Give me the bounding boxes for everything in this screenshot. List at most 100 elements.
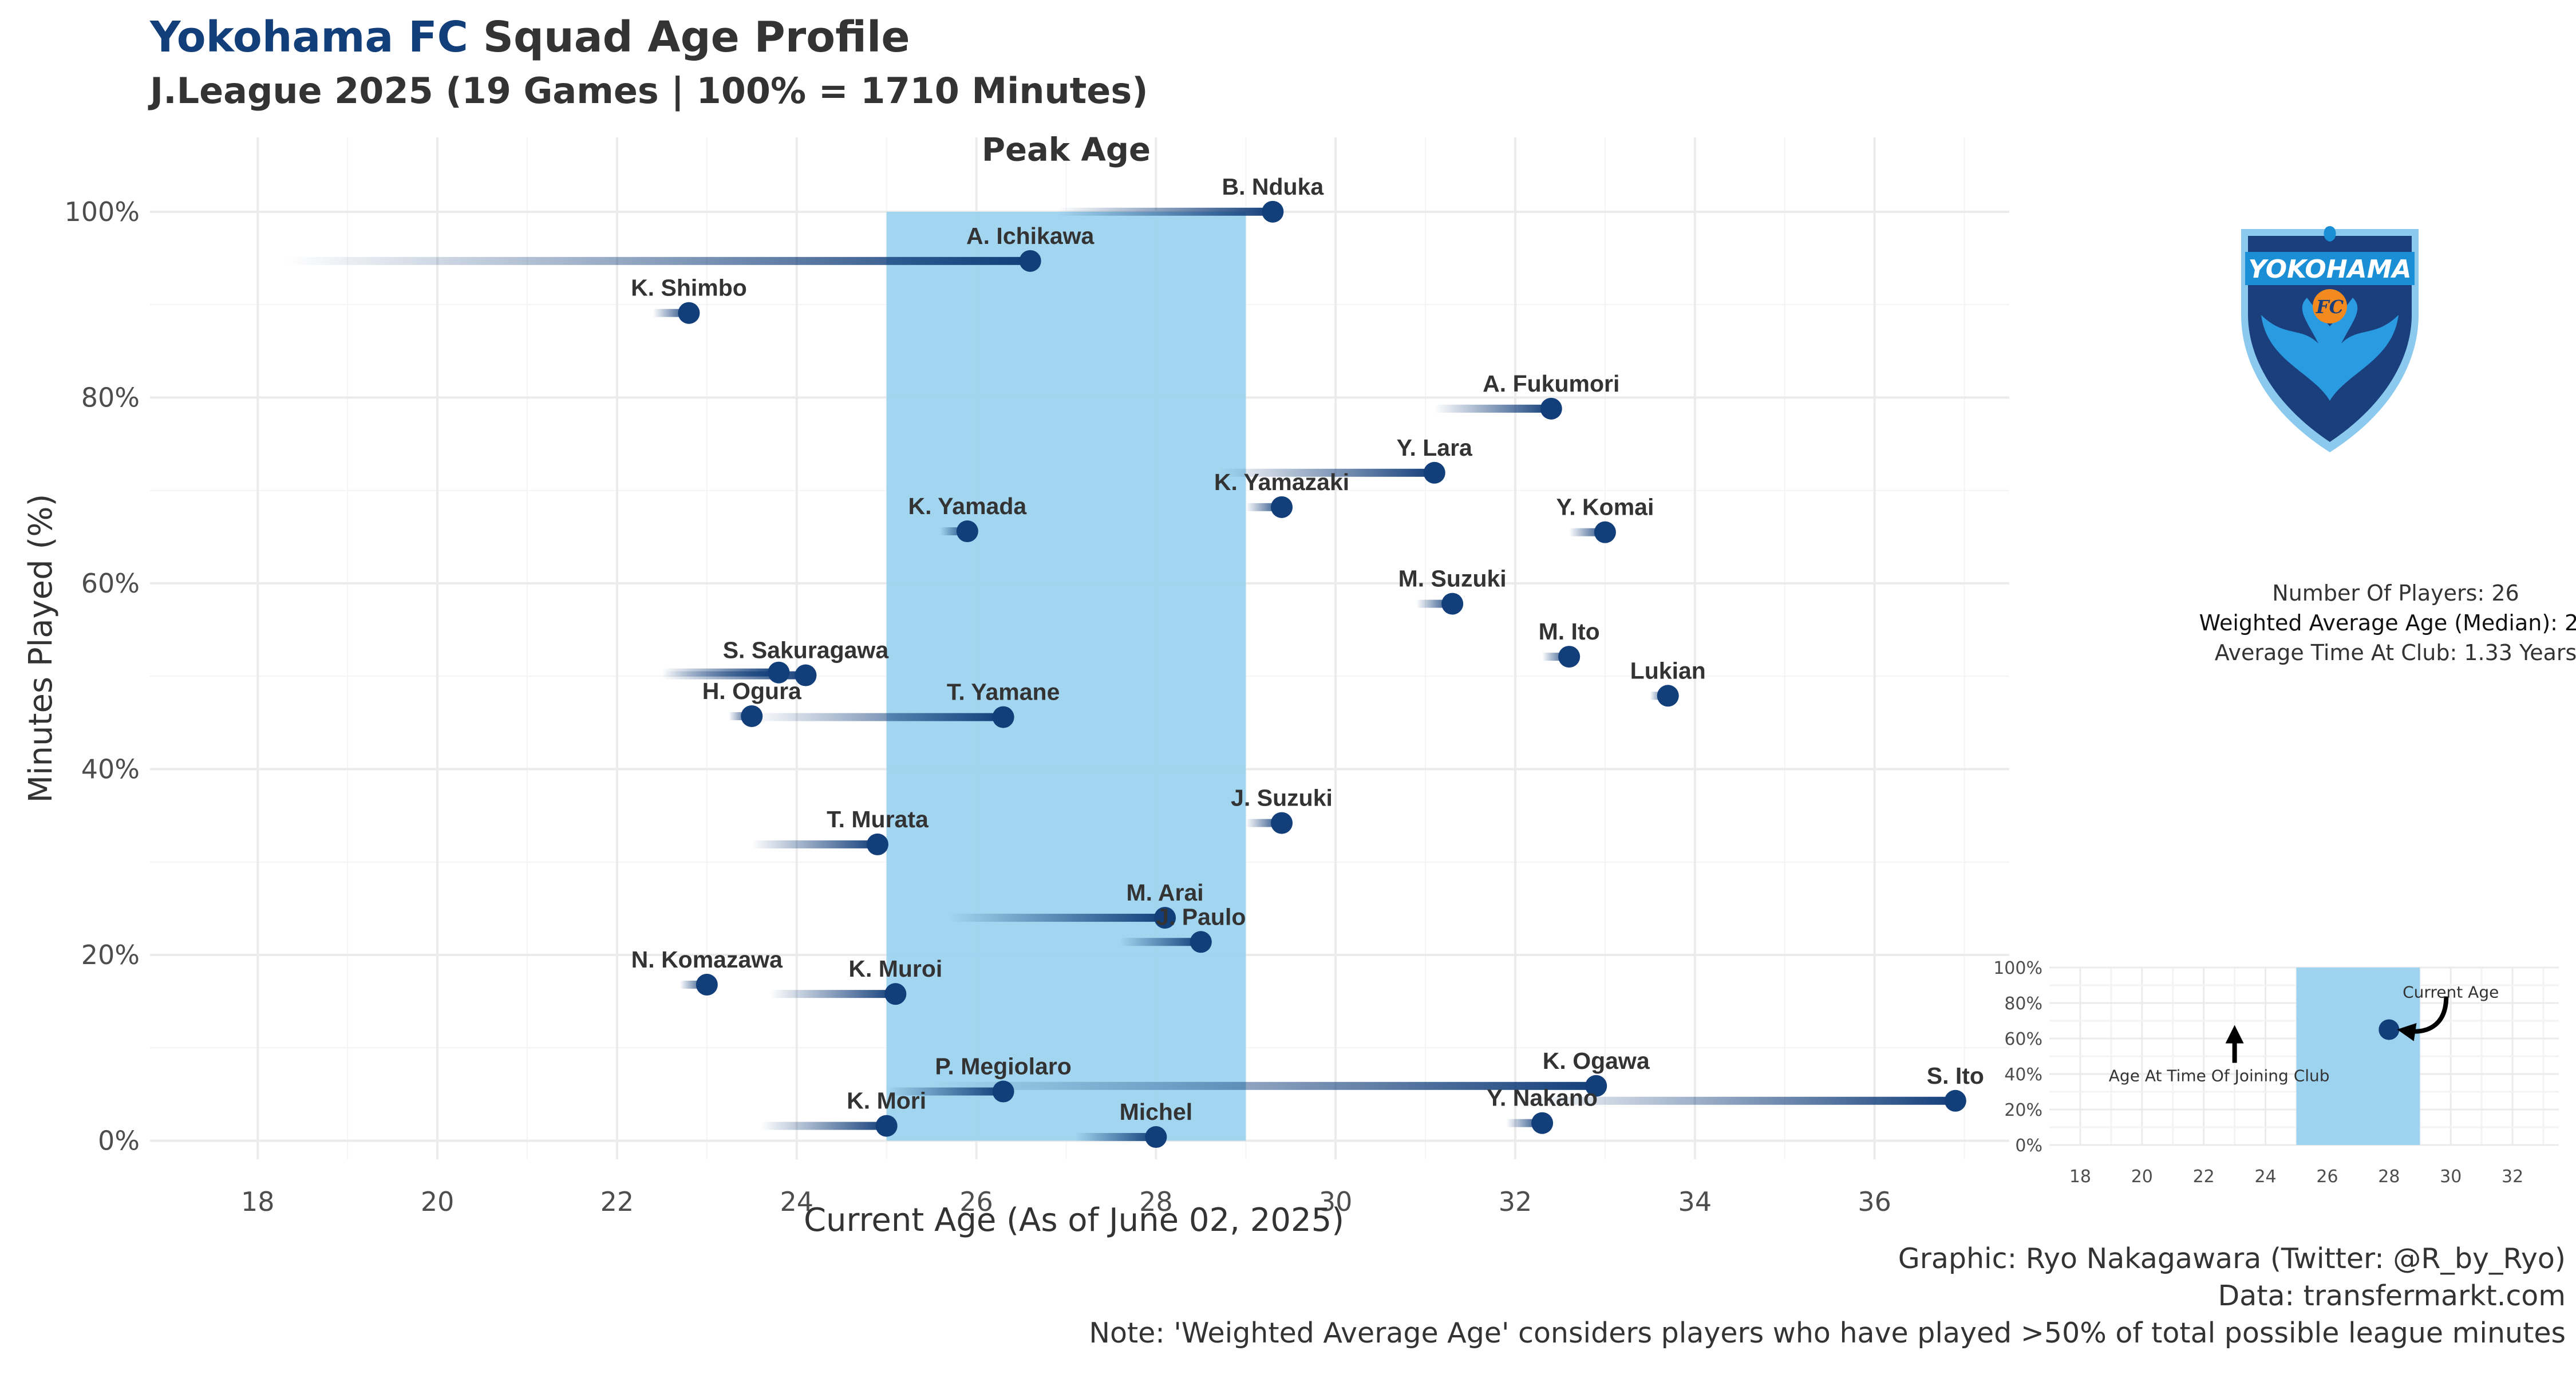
tenure-segment — [949, 914, 1165, 922]
squad-stats: Number Of Players: 26 Weighted Average A… — [2061, 578, 2576, 668]
inset-x-tick-label: 28 — [2378, 1167, 2400, 1187]
player-label: K. Yamazaki — [1214, 469, 1349, 495]
player-label: A. Fukumori — [1483, 370, 1619, 397]
tenure-segment — [285, 256, 1030, 265]
player-label: M. Ito — [1539, 618, 1600, 645]
tenure-segment — [752, 840, 878, 848]
y-tick-label: 100% — [64, 196, 140, 227]
player-label: P. Megiolaro — [935, 1053, 1071, 1080]
player-point — [768, 661, 790, 684]
main-axis-ticks: 18 20 22 24 26 28 30 32 34 36 0% 20% 40% 60% 80% 100% — [64, 196, 1891, 1217]
player-point — [1944, 1089, 1966, 1112]
legend-inset: 18 20 22 24 26 28 30 32 0% 20% 40% 60% 80% 100% Curre… — [1993, 958, 2559, 1187]
tenure-segment — [1515, 1096, 1955, 1105]
inset-y-tick-label: 20% — [2004, 1100, 2042, 1120]
inset-x-tick-label: 18 — [2069, 1167, 2091, 1187]
tenure-segment — [769, 990, 896, 998]
player-label: Y. Lara — [1397, 435, 1473, 461]
tenure-segments — [285, 207, 1955, 1142]
caption-graphic: Graphic: Ryo Nakagawara (Twitter: @R_by_… — [1898, 1242, 2566, 1275]
player-point — [866, 833, 888, 855]
player-label: K. Mori — [847, 1088, 926, 1114]
caption-note: Note: 'Weighted Average Age' considers p… — [1089, 1317, 2566, 1349]
player-point — [1190, 931, 1212, 953]
inset-x-tick-label: 20 — [2131, 1167, 2153, 1187]
player-point — [1594, 521, 1616, 543]
tenure-segment — [1057, 207, 1273, 216]
player-point — [1558, 646, 1581, 668]
tenure-segment — [662, 668, 779, 677]
inset-x-tick-label: 30 — [2440, 1167, 2462, 1187]
club-logo: YOKOHAMA FC — [2241, 226, 2419, 452]
player-point — [1423, 461, 1445, 484]
inset-peak-band — [2296, 968, 2420, 1145]
y-tick-label: 0% — [98, 1126, 140, 1156]
player-point — [795, 664, 817, 686]
x-tick-label: 36 — [1858, 1186, 1891, 1217]
x-tick-label: 22 — [600, 1186, 634, 1217]
x-tick-label: 28 — [1139, 1186, 1173, 1217]
y-tick-label: 60% — [81, 568, 140, 599]
player-label: J. Suzuki — [1231, 785, 1333, 811]
player-label: B. Nduka — [1222, 173, 1325, 200]
player-point — [678, 302, 700, 324]
logo-top-ornament — [2324, 226, 2336, 242]
player-point — [741, 705, 763, 727]
tenure-segment — [1075, 1133, 1156, 1142]
player-point — [1531, 1112, 1554, 1134]
player-label: A. Ichikawa — [966, 223, 1095, 249]
x-tick-label: 34 — [1678, 1186, 1712, 1217]
player-labels: B. Nduka A. Ichikawa K. Shimbo A. Fukumori Y… — [631, 173, 1984, 1125]
inset-y-tick-label: 80% — [2004, 994, 2042, 1014]
inset-example-point — [2379, 1019, 2400, 1040]
inset-y-tick-label: 100% — [1993, 958, 2042, 978]
player-label: T. Yamane — [947, 679, 1060, 705]
player-point — [1657, 685, 1679, 707]
logo-fc-badge — [2313, 289, 2347, 323]
player-point — [696, 973, 718, 996]
player-point — [1271, 496, 1293, 518]
player-label: Lukian — [1630, 657, 1706, 684]
tenure-segment — [1219, 468, 1435, 477]
inset-y-tick-label: 60% — [2004, 1029, 2042, 1049]
tenure-segment — [1120, 938, 1201, 946]
player-point — [956, 520, 978, 543]
chart-title: Yokohama FC Squad Age Profile — [150, 13, 910, 62]
player-point — [1271, 812, 1293, 834]
player-label: K. Muroi — [848, 956, 942, 982]
player-point — [1262, 200, 1284, 223]
inset-current-age-arrow — [2397, 996, 2449, 1041]
player-point — [992, 706, 1014, 728]
inset-joined-age-label: Age At Time Of Joining Club — [2109, 1066, 2330, 1085]
player-label: H. Ogura — [702, 678, 802, 704]
player-label: K. Yamada — [908, 493, 1028, 519]
y-tick-label: 20% — [81, 939, 140, 970]
player-point — [1585, 1075, 1607, 1097]
logo-banner — [2245, 252, 2415, 285]
peak-age-label: Peak Age — [982, 132, 1151, 169]
tenure-segment — [1434, 404, 1551, 413]
inset-x-tick-label: 32 — [2502, 1167, 2523, 1187]
x-tick-label: 18 — [241, 1186, 275, 1217]
player-point — [1145, 1126, 1167, 1148]
inset-y-tick-label: 0% — [2015, 1136, 2042, 1156]
club-name: Yokohama FC — [150, 13, 468, 62]
title-rest: Squad Age Profile — [483, 13, 910, 62]
inset-x-tick-label: 24 — [2254, 1167, 2276, 1187]
x-tick-label: 20 — [421, 1186, 455, 1217]
stat-number-of-players: Number Of Players: 26 — [2272, 581, 2519, 606]
x-tick-label: 30 — [1319, 1186, 1353, 1217]
logo-fc-text: FC — [2316, 296, 2344, 318]
player-label: M. Suzuki — [1398, 566, 1507, 592]
player-label: S. Ito — [1927, 1063, 1984, 1089]
x-tick-label: 26 — [959, 1186, 993, 1217]
tenure-segment — [760, 1122, 887, 1130]
x-tick-label: 24 — [780, 1186, 813, 1217]
player-label: S. Sakuragawa — [723, 637, 890, 664]
main-plot: Peak Age 18 20 22 24 26 28 30 32 34 36 0% 20% 40% 60%… — [22, 132, 2009, 1239]
tenure-segment — [931, 1081, 1597, 1090]
player-label: K. Ogawa — [1543, 1048, 1650, 1074]
player-point — [1154, 907, 1176, 929]
inset-current-age-label: Current Age — [2403, 983, 2499, 1002]
